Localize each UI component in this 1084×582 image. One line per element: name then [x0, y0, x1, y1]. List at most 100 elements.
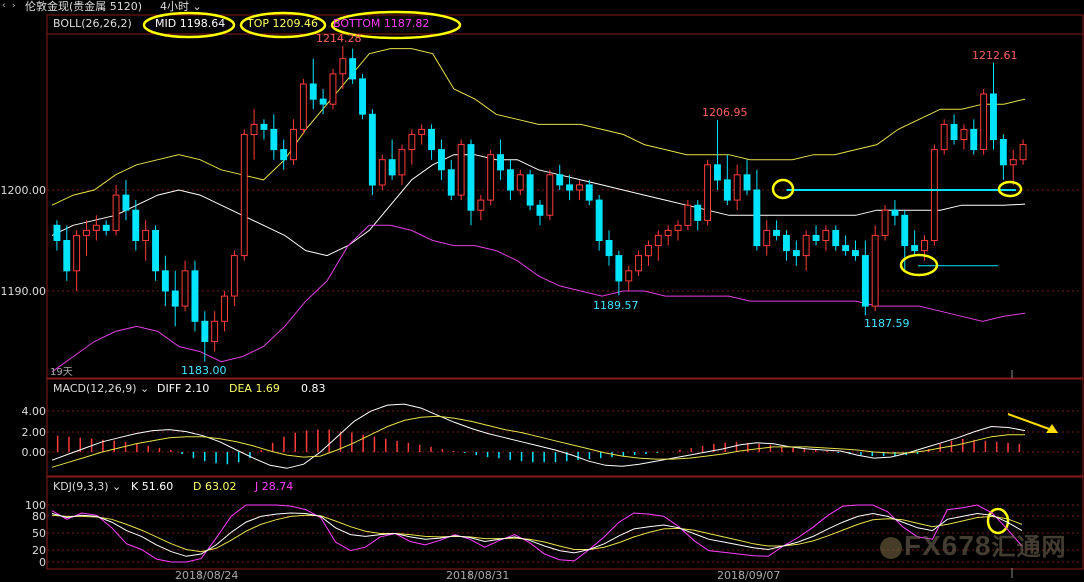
- period-label: 4小时: [160, 0, 189, 13]
- highlight-mid-ellipse: [142, 11, 236, 39]
- macd-diff-label: DIFF 2.10: [157, 382, 210, 395]
- period-selector[interactable]: 4小时 ⌄: [160, 0, 202, 13]
- boll-name[interactable]: BOLL(26,26,2): [53, 17, 132, 30]
- candle-body: [921, 240, 928, 252]
- candle-body: [92, 224, 100, 231]
- candle-body: [290, 128, 298, 161]
- macd-tick-2: 2.00: [21, 426, 47, 439]
- candle-body: [497, 154, 505, 171]
- macd-diff-line: [51, 403, 1026, 469]
- macd-name[interactable]: MACD(12,26,9): [53, 382, 137, 395]
- nav-right-button[interactable]: ›: [12, 1, 16, 11]
- candle-body: [763, 229, 771, 247]
- candle-body: [102, 224, 110, 231]
- kdj-d-line: [51, 514, 1023, 553]
- candle-body: [605, 240, 613, 257]
- price-tick-1200: 1200.00: [0, 184, 47, 197]
- kdj-k-line: [51, 512, 1023, 557]
- kdj-panel-frame: [46, 476, 1084, 570]
- candle-body: [368, 113, 376, 186]
- candle-body: [309, 83, 317, 100]
- candle-body: [319, 98, 327, 105]
- candle-body: [152, 229, 160, 272]
- candle-body: [270, 128, 278, 151]
- candle-body: [230, 255, 238, 297]
- macd-panel-frame: [46, 378, 1084, 477]
- boll-top-label: TOP 1209.46: [247, 17, 318, 30]
- candle-body: [142, 229, 150, 241]
- candle-body: [684, 204, 692, 226]
- kdj-tick-100: 100: [25, 499, 46, 512]
- candle-body: [792, 250, 800, 257]
- instrument-title: 伦敦金现(贵金属 5120): [25, 0, 143, 13]
- chevron-down-icon: ⌄: [140, 382, 150, 395]
- candle-body: [635, 255, 642, 272]
- candle-body: [487, 154, 495, 201]
- kdj-k-label: K 51.60: [131, 480, 174, 493]
- candle-body: [802, 234, 810, 257]
- candle-body: [901, 214, 909, 247]
- watermark-text-cn: 汇通网: [991, 534, 1067, 561]
- boll-mid-line: [51, 154, 1026, 257]
- candle-body: [595, 199, 603, 242]
- candle-body: [122, 194, 130, 211]
- candle-body: [980, 93, 988, 150]
- kdj-name[interactable]: KDJ(9,3,3): [53, 480, 109, 493]
- macd-dea-line: [51, 415, 1025, 468]
- candle-body: [536, 204, 544, 216]
- candle-body: [664, 229, 672, 236]
- candle-body: [891, 209, 899, 216]
- candle-body: [516, 174, 524, 191]
- boll-header: BOLL(26,26,2) MID 1198.64 TOP 1209.46 BO…: [53, 17, 429, 30]
- kdj-tick-80: 80: [32, 510, 46, 523]
- highlight-support-right: [997, 180, 1023, 198]
- candle-body: [753, 189, 761, 247]
- watermark-logo: FX678汇通网: [880, 527, 1067, 562]
- candle-body: [181, 270, 189, 307]
- candle-body: [812, 234, 820, 241]
- candle-body: [852, 250, 859, 257]
- candle-body: [733, 174, 741, 201]
- candle-body: [546, 174, 554, 216]
- candle-body: [418, 128, 426, 135]
- candle-body: [132, 209, 140, 241]
- high-annotation-3: 1212.61: [972, 49, 1018, 62]
- kdj-header: KDJ(9,3,3) ⌄ K 51.60 D 63.02 J 28.74: [53, 480, 293, 493]
- candle-body: [171, 290, 179, 307]
- candle-body: [191, 270, 199, 322]
- candle-body: [201, 320, 209, 342]
- candle-body: [388, 159, 396, 176]
- title-bar: ‹ › 伦敦金现(贵金属 5120) 4小时 ⌄: [0, 0, 1084, 13]
- candle-body: [221, 295, 229, 322]
- candle-body: [398, 149, 406, 176]
- candle-body: [359, 78, 367, 115]
- candle-body: [723, 179, 731, 201]
- candle-body: [773, 229, 780, 236]
- kdj-tick-50: 50: [32, 527, 46, 540]
- candle-body: [694, 204, 702, 221]
- macd-header: MACD(12,26,9) ⌄ DIFF 2.10 DEA 1.69 0.83: [53, 382, 326, 395]
- highlight-low-ellipse: [899, 253, 939, 277]
- candle-body: [447, 169, 455, 196]
- nav-left-button[interactable]: ‹: [2, 1, 6, 11]
- candle-body: [73, 234, 81, 272]
- macd-tick-4: 4.00: [21, 405, 47, 418]
- low-annotation-2: 1189.57: [593, 299, 639, 312]
- candle-body: [960, 128, 968, 140]
- low-annotation-1: 1183.00: [181, 364, 227, 377]
- candle-body: [576, 184, 583, 191]
- candle-body: [260, 123, 268, 130]
- candle-body: [911, 245, 919, 252]
- candle-body: [438, 149, 445, 171]
- candle-body: [556, 174, 564, 186]
- high-annotation-2: 1206.95: [702, 106, 748, 119]
- boll-top-line: [51, 48, 1026, 206]
- candle-body: [526, 174, 534, 206]
- boll-mid-label: MID 1198.64: [155, 17, 226, 30]
- macd-value-label: 0.83: [301, 382, 326, 395]
- candle-body: [999, 139, 1007, 166]
- candle-body: [1019, 144, 1027, 161]
- candle-body: [970, 128, 978, 151]
- kdj-d-label: D 63.02: [193, 480, 237, 493]
